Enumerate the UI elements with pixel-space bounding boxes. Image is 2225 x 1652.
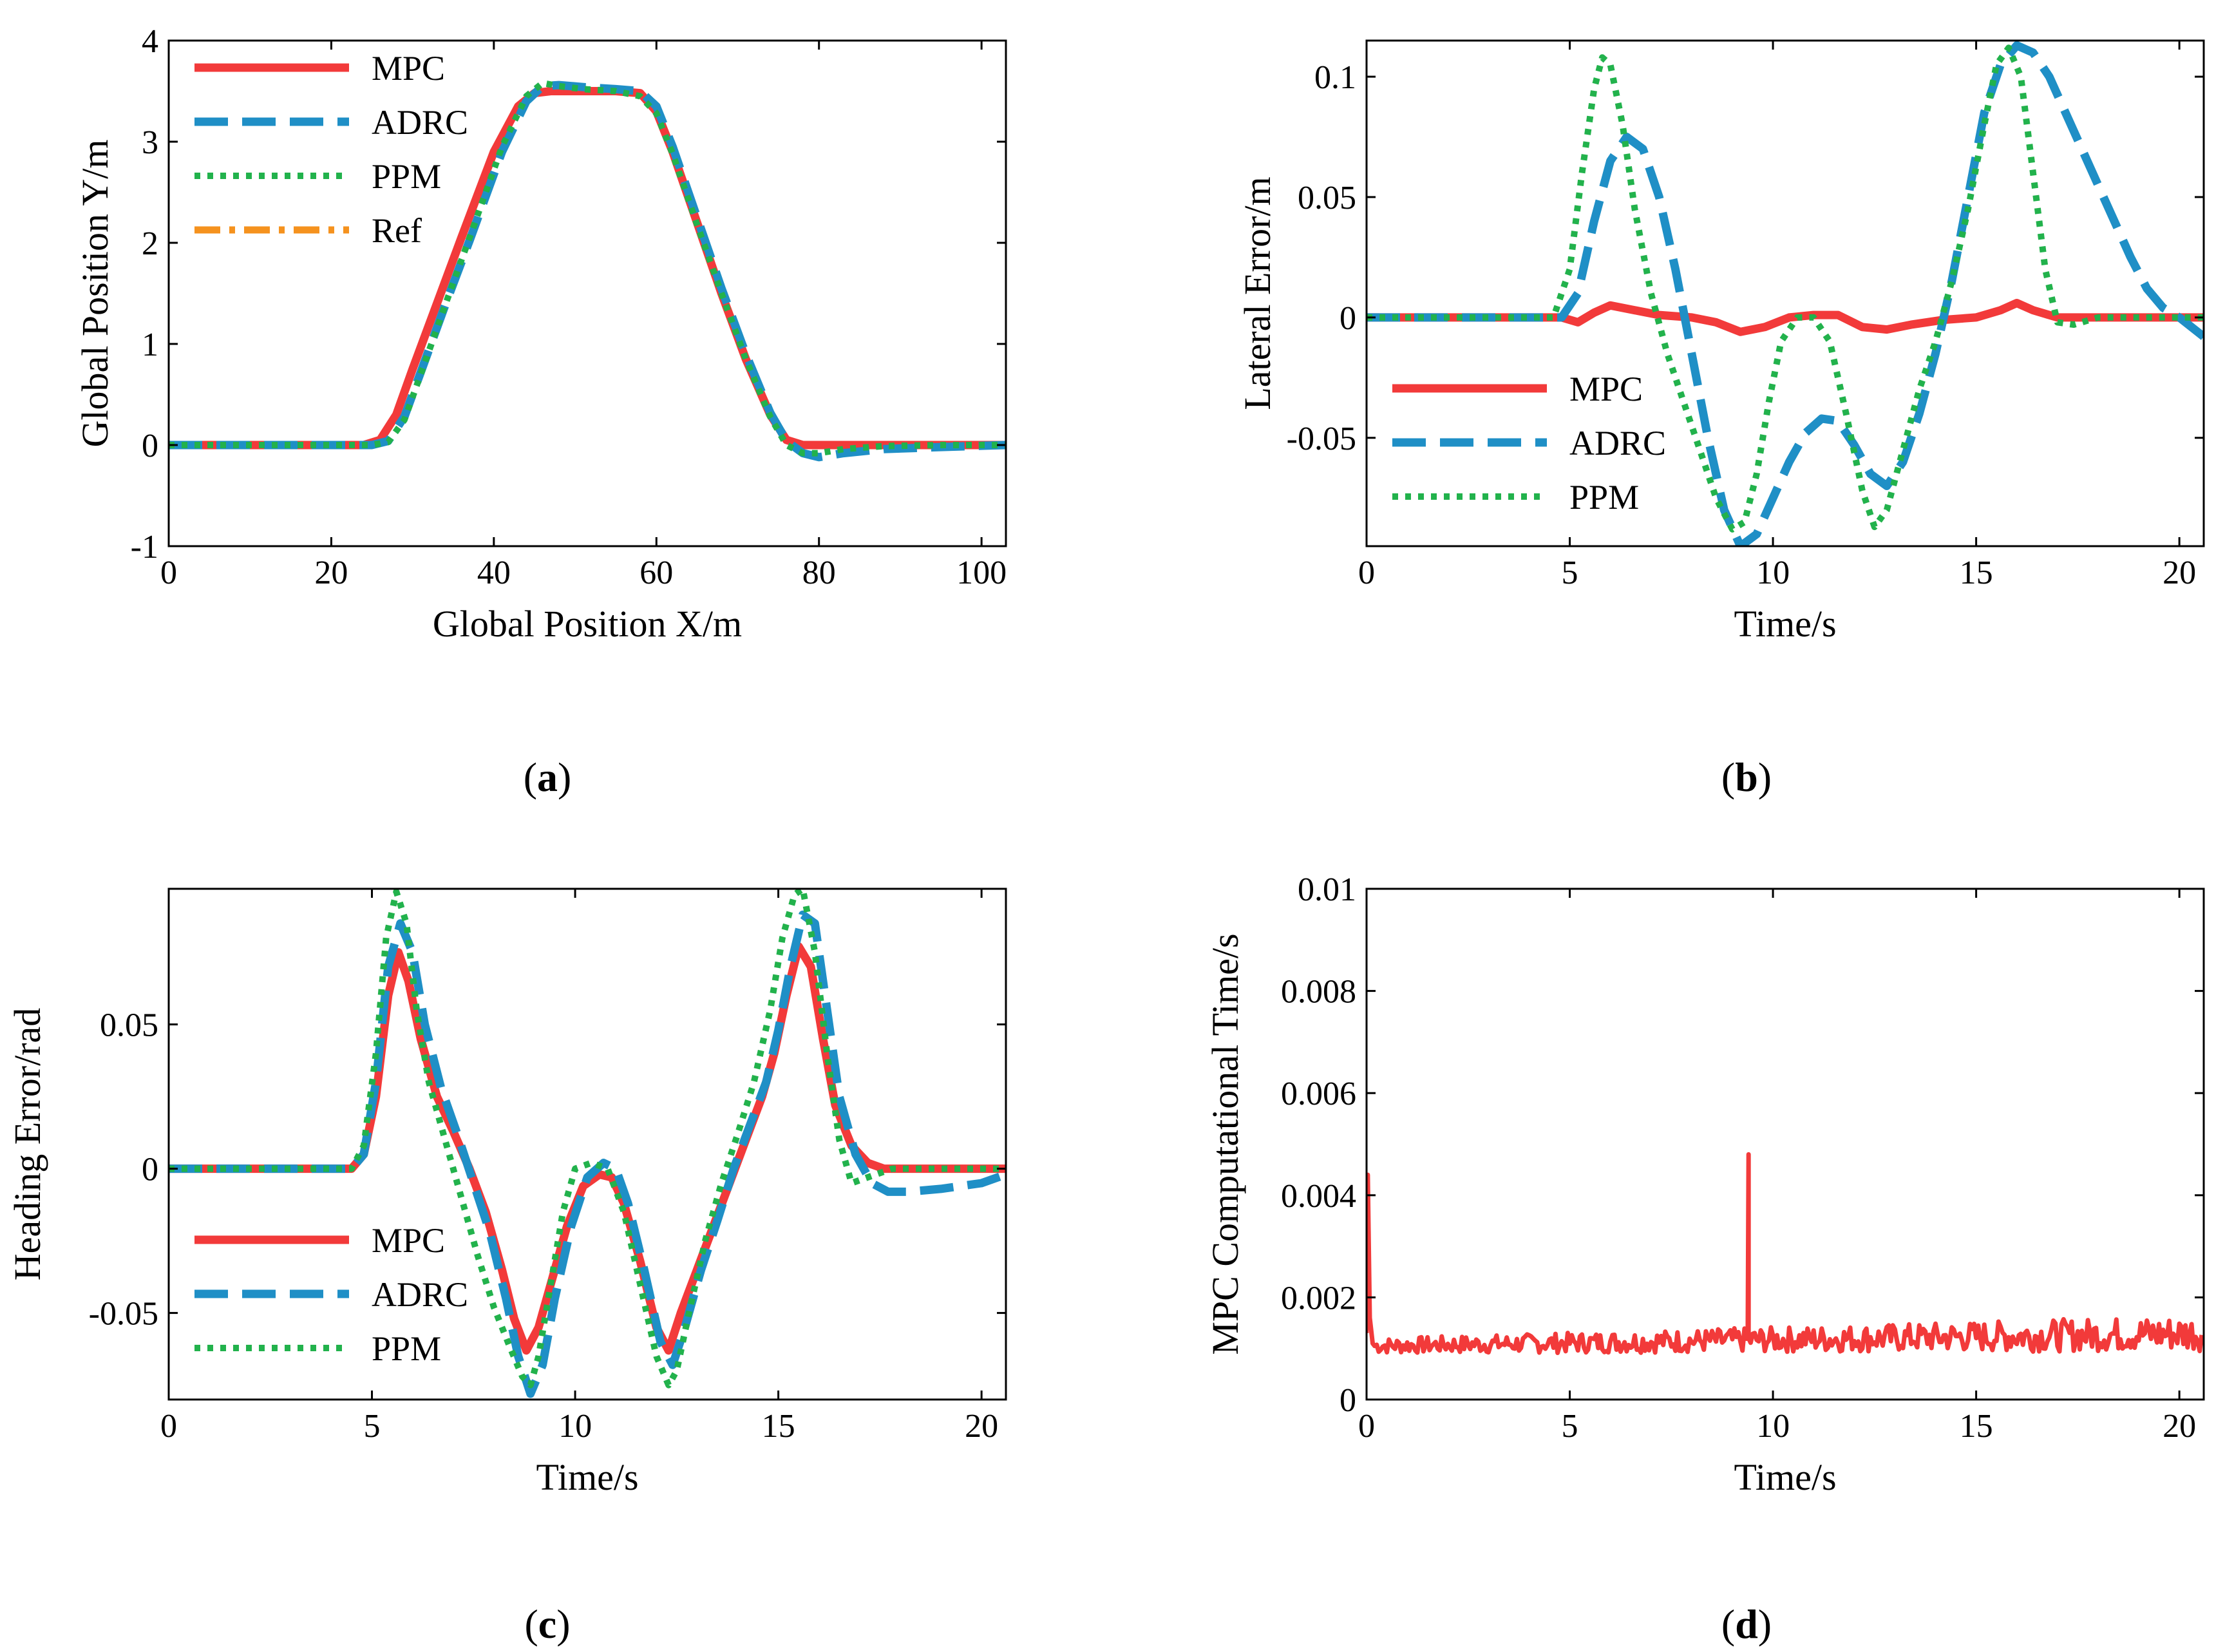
axes-box (167, 888, 1007, 1401)
y-tick-label: 0 (142, 428, 158, 464)
y-tick-label: 4 (142, 23, 158, 60)
legend-label-mpc: MPC (372, 1221, 445, 1260)
legend-label-ppm: PPM (372, 1329, 441, 1368)
y-tick-label: 0 (1340, 300, 1356, 337)
series-mpc (169, 87, 1006, 450)
x-tick-label: 15 (762, 1408, 795, 1445)
axes-box (1365, 888, 2205, 1401)
chart-c: 0 5 10 15 20 -0.05 0 0.05 Time/s Heading Error/ra… (6, 888, 1007, 1647)
plot-area (1367, 1152, 2204, 1355)
x-tick-label: 0 (1358, 555, 1375, 591)
y-axis-label: Heading Error/rad (6, 1008, 48, 1281)
x-axis-label: Time/s (1734, 603, 1836, 645)
y-axis-label: Global Position Y/m (74, 140, 116, 448)
plot-area (169, 79, 1006, 462)
series-mpc (169, 942, 1006, 1355)
chart-d: 0 5 10 15 20 0 0.002 0.004 0.006 0.008 0.01 Time/s M… (1204, 871, 2205, 1647)
y-axis-label: MPC Computational Time/s (1204, 933, 1246, 1354)
y-tick-label: -0.05 (89, 1296, 158, 1333)
x-tick-label: 10 (1756, 1408, 1790, 1445)
y-tick-label: -1 (131, 529, 158, 565)
y-tick-label: 0.004 (1281, 1178, 1356, 1215)
x-tick-label: 5 (1562, 1408, 1578, 1445)
axes-box (167, 39, 1007, 547)
series-ref (169, 88, 1006, 449)
chart-b: 0 5 10 15 20 -0.05 0 0.05 0.1 Time/s Lateral Error… (1236, 39, 2205, 800)
x-tick-label: 15 (1960, 1408, 1993, 1445)
caption: (b) (1721, 754, 1772, 800)
y-tick-label: 0.05 (1298, 180, 1356, 216)
caption: (d) (1721, 1601, 1772, 1647)
series-adrc (169, 81, 1006, 462)
y-tick-label: 0.006 (1281, 1076, 1356, 1112)
legend-label-ppm: PPM (372, 157, 441, 196)
x-tick-label: 10 (558, 1408, 592, 1445)
plot-area (1367, 41, 2204, 546)
y-tick-label: 0.008 (1281, 974, 1356, 1011)
legend-label-adrc: ADRC (372, 103, 468, 142)
series-ppm (1367, 44, 2204, 533)
x-tick-label: 20 (965, 1408, 998, 1445)
legend-label-adrc: ADRC (1569, 424, 1666, 462)
x-tick-label: 5 (1562, 555, 1578, 591)
x-tick-label: 80 (802, 555, 836, 591)
y-tick-label: 1 (142, 327, 158, 363)
x-tick-label: 60 (639, 555, 673, 591)
series-ppm (169, 79, 1006, 457)
x-tick-label: 20 (2163, 555, 2196, 591)
x-tick-label: 20 (2163, 1408, 2196, 1445)
x-axis-label: Time/s (536, 1456, 638, 1498)
y-tick-label: 0 (142, 1152, 158, 1188)
x-axis-label: Global Position X/m (433, 603, 742, 645)
legend-label-mpc: MPC (1569, 370, 1643, 408)
caption: (a) (524, 754, 572, 800)
y-tick-label: 0.05 (100, 1007, 158, 1044)
legend-label-ppm: PPM (1569, 478, 1639, 517)
plot-area (169, 889, 1006, 1398)
legend: MPC ADRC PPM (1392, 370, 1666, 517)
series-ppm (169, 889, 1006, 1389)
x-tick-label: 100 (956, 555, 1007, 591)
y-tick-label: -0.05 (1287, 421, 1356, 457)
y-tick-label: 2 (142, 225, 158, 262)
legend: MPC ADRC PPM (194, 1221, 468, 1368)
x-tick-label: 0 (160, 555, 177, 591)
y-tick-label: 0.1 (1314, 59, 1356, 96)
series-adrc (169, 910, 1006, 1398)
x-axis-label: Time/s (1734, 1456, 1836, 1498)
x-tick-label: 40 (477, 555, 511, 591)
x-tick-label: 0 (160, 1408, 177, 1445)
x-tick-label: 5 (364, 1408, 381, 1445)
x-tick-label: 20 (314, 555, 348, 591)
axes-box (1365, 39, 2205, 547)
x-tick-label: 15 (1960, 555, 1993, 591)
series-mpc (1367, 1152, 2204, 1355)
y-tick-label: 0.01 (1298, 871, 1356, 908)
y-tick-label: 0.002 (1281, 1280, 1356, 1316)
x-tick-label: 10 (1756, 555, 1790, 591)
legend: MPC ADRC PPM Ref (194, 49, 468, 250)
y-tick-label: 3 (142, 124, 158, 161)
caption: (c) (524, 1601, 570, 1647)
legend-label-mpc: MPC (372, 49, 445, 88)
legend-label-ref: Ref (372, 211, 422, 250)
legend-label-adrc: ADRC (372, 1275, 468, 1314)
x-tick-label: 0 (1358, 1408, 1375, 1445)
series-adrc (1367, 41, 2204, 546)
y-axis-label: Lateral Error/m (1236, 176, 1278, 410)
y-tick-label: 0 (1340, 1382, 1356, 1419)
